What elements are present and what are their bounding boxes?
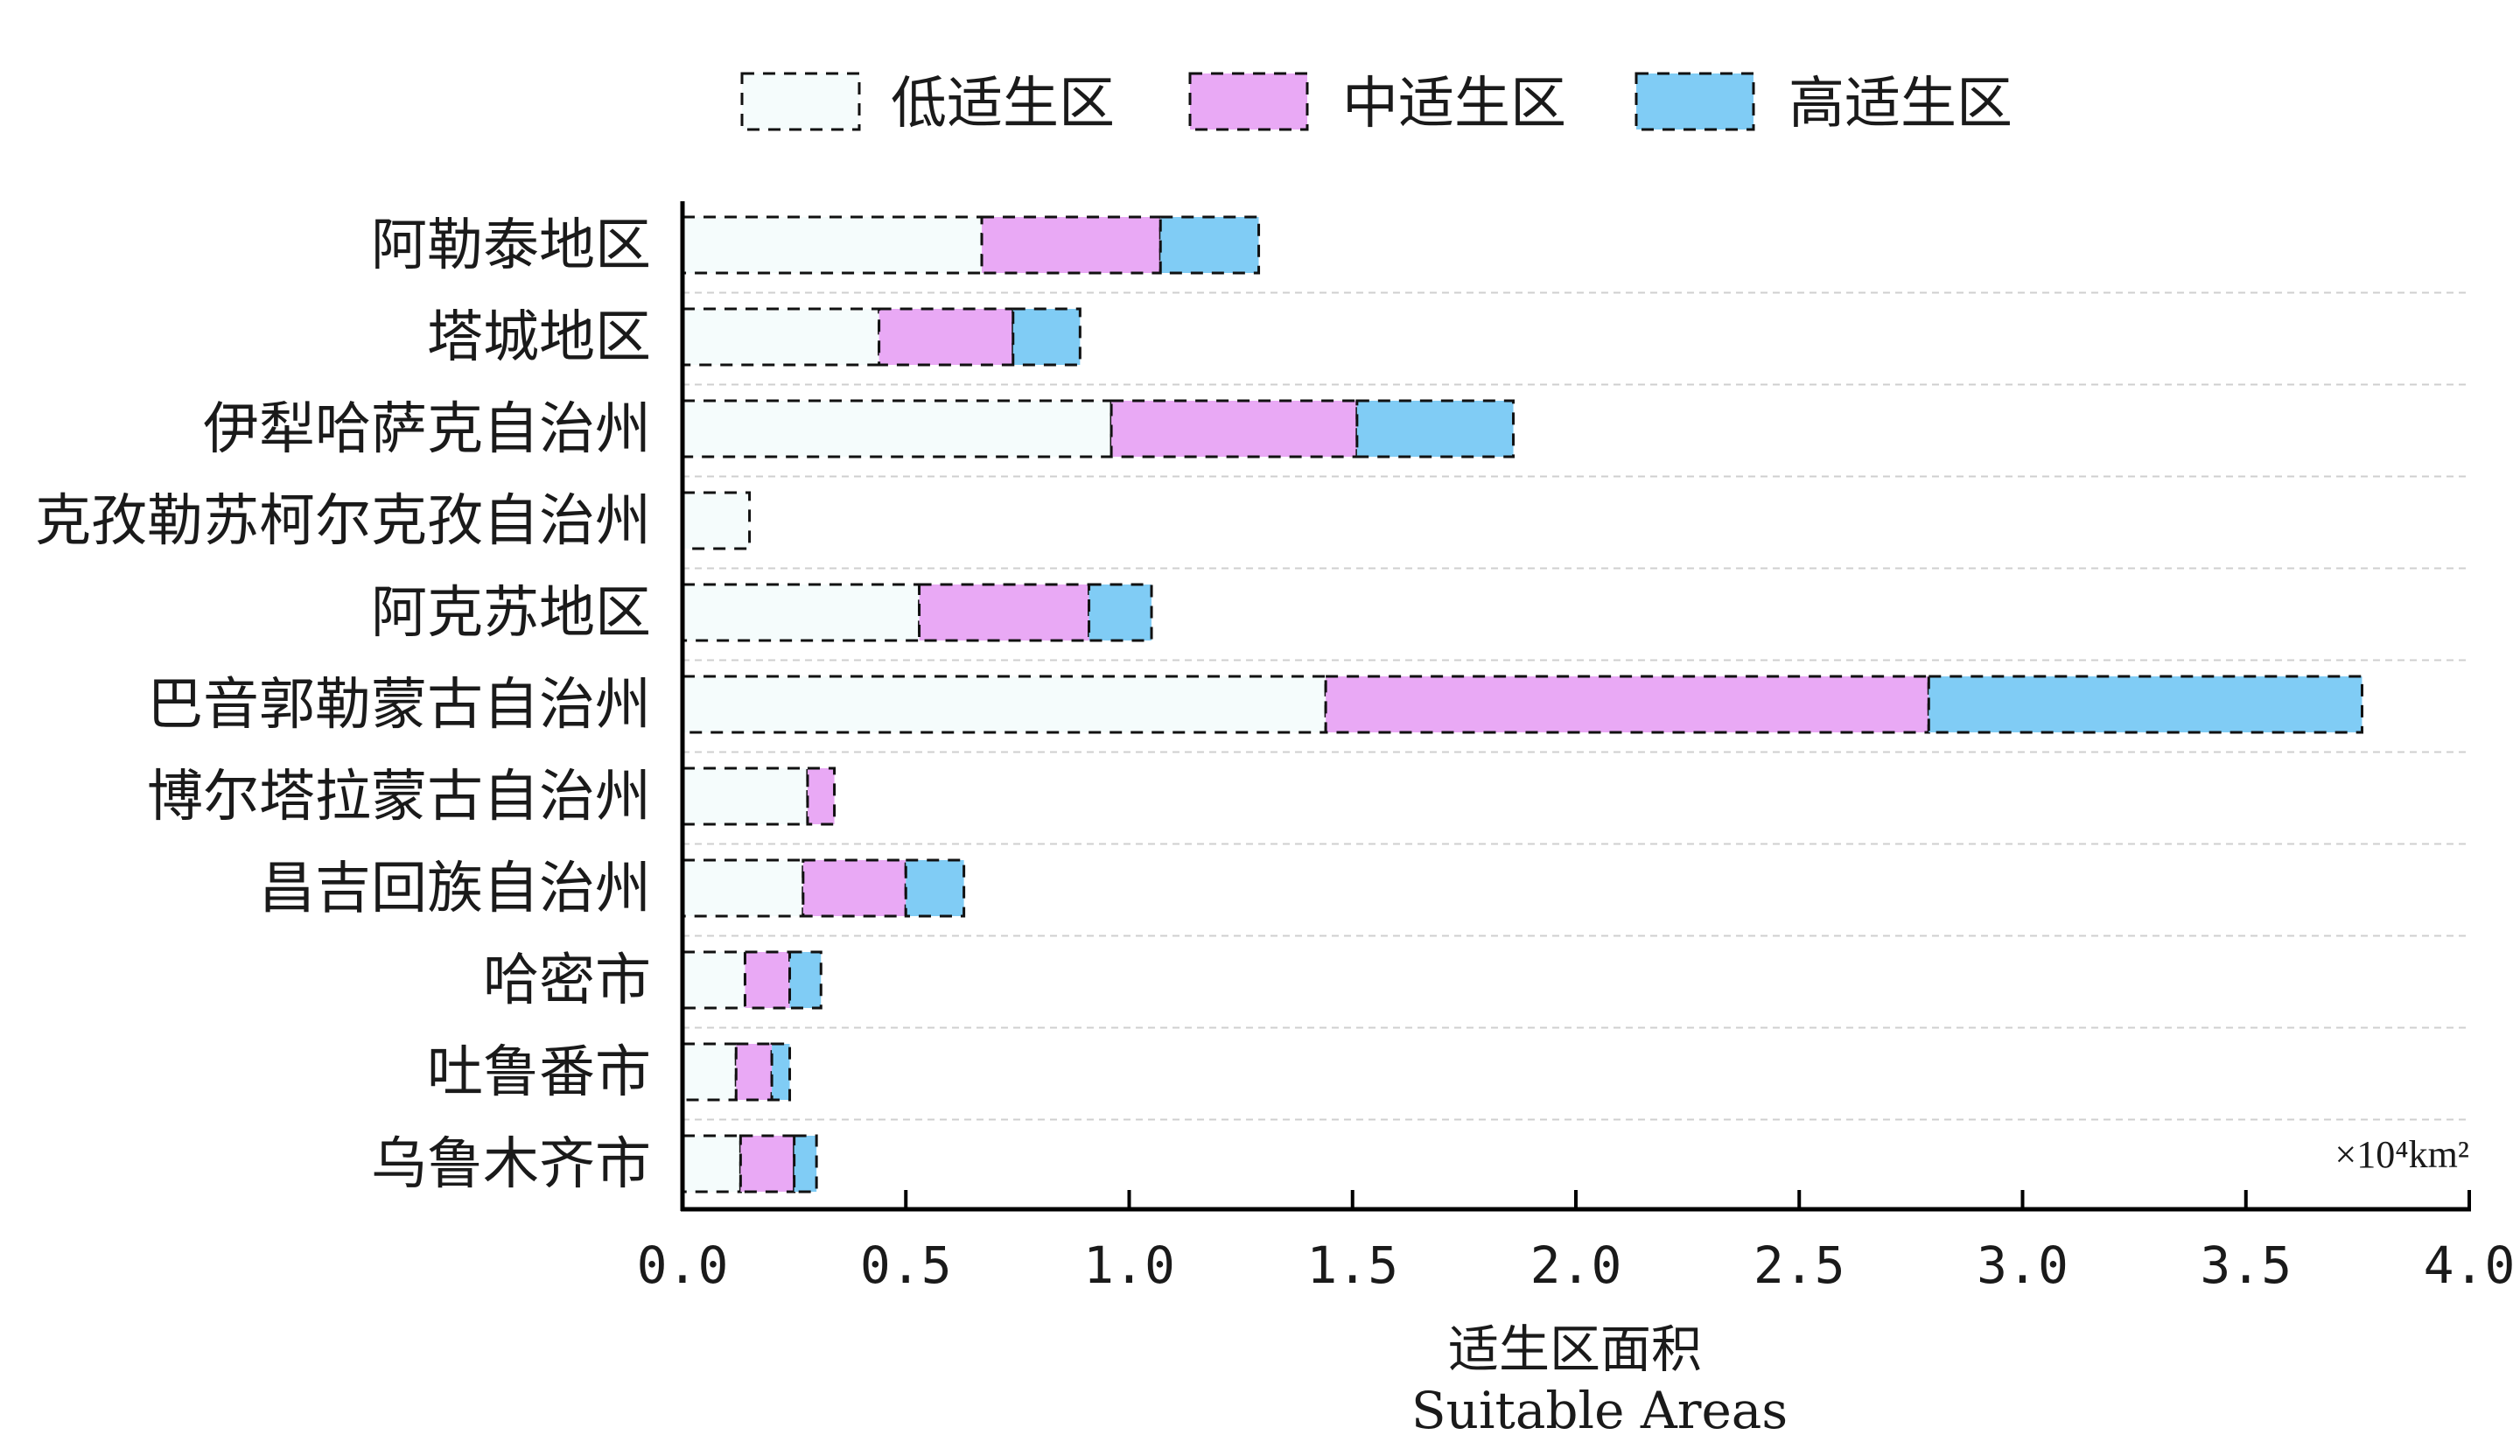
x-ticks: 0.0 0.5 1.0 1.5 2.0 2.5 3.0 3.5 4.0 — [637, 1190, 2516, 1295]
grid-lines — [682, 291, 2469, 1121]
x-tick-label: 3.0 — [1977, 1236, 2068, 1295]
category-label: 阿克苏地区 — [371, 581, 651, 646]
category-label: 克孜勒苏柯尔克孜自治州 — [35, 489, 651, 554]
legend-swatch-0 — [740, 72, 861, 131]
bar-segment — [738, 1134, 796, 1194]
bar-segment — [1927, 675, 2363, 734]
bar-segment — [1324, 675, 1930, 734]
category-label: 乌鲁木齐市 — [371, 1132, 651, 1197]
category-label: 阿勒泰地区 — [371, 214, 651, 278]
bar-segment — [918, 583, 1091, 642]
x-tick-label: 0.0 — [637, 1236, 729, 1295]
bar-segment — [980, 215, 1162, 275]
bar-segment — [904, 858, 966, 918]
bar-segment — [681, 583, 921, 642]
bar-segment — [743, 950, 792, 1010]
category-label: 吐鲁番市 — [427, 1040, 651, 1105]
bar-segment — [681, 215, 984, 275]
bar-segment — [802, 858, 907, 918]
legend-swatch-2 — [1634, 72, 1755, 131]
bar-segment — [734, 1042, 774, 1102]
bar-segment — [681, 858, 805, 918]
legend-label-1: 中适生区 — [1342, 72, 1566, 136]
bar-segment — [793, 1134, 818, 1194]
bar-segment — [681, 675, 1327, 734]
bar-segment — [1012, 307, 1082, 367]
bar-segment — [1110, 399, 1359, 458]
x-axis-title: 适生区面积 — [1448, 1320, 1702, 1379]
bar-segment — [1158, 215, 1261, 275]
bar-segment — [681, 399, 1113, 458]
bar-segment — [770, 1042, 792, 1102]
category-labels: 阿勒泰地区塔城地区伊犁哈萨克自治州克孜勒苏柯尔克孜自治州阿克苏地区巴音郭勒蒙古自… — [35, 214, 651, 1197]
bars — [681, 215, 2363, 1194]
legend: 低适生区 中适生区 高适生区 — [740, 72, 2012, 136]
bar-segment — [878, 307, 1015, 367]
category-label: 伊犁哈萨克自治州 — [203, 397, 651, 462]
bar-segment — [681, 491, 752, 550]
bar-segment — [788, 950, 822, 1010]
category-label: 博尔塔拉蒙古自治州 — [147, 765, 651, 830]
unit-label: ×10⁴km² — [2334, 1133, 2469, 1176]
legend-label-2: 高适生区 — [1788, 72, 2012, 136]
bar-segment — [681, 307, 881, 367]
bar-segment — [681, 1134, 742, 1194]
x-axis-title-en: Suitable Areas — [1411, 1381, 1788, 1440]
category-label: 巴音郭勒蒙古自治州 — [147, 673, 651, 738]
bar-segment — [681, 766, 809, 826]
x-tick-label: 3.5 — [2200, 1236, 2292, 1295]
x-tick-label: 1.5 — [1306, 1236, 1398, 1295]
x-tick-label: 2.5 — [1754, 1236, 1845, 1295]
x-tick-label: 2.0 — [1530, 1236, 1622, 1295]
category-label: 昌吉回族自治州 — [259, 857, 651, 921]
x-tick-label: 4.0 — [2424, 1236, 2516, 1295]
bar-segment — [1088, 583, 1153, 642]
bar-segment — [681, 950, 746, 1010]
legend-label-0: 低适生区 — [891, 72, 1115, 136]
bar-segment — [1355, 399, 1516, 458]
category-label: 哈密市 — [483, 948, 651, 1013]
x-tick-label: 1.0 — [1083, 1236, 1175, 1295]
legend-swatch-1 — [1188, 72, 1309, 131]
bar-segment — [681, 1042, 738, 1102]
x-tick-label: 0.5 — [860, 1236, 952, 1295]
bar-segment — [806, 766, 836, 826]
category-label: 塔城地区 — [427, 305, 651, 370]
